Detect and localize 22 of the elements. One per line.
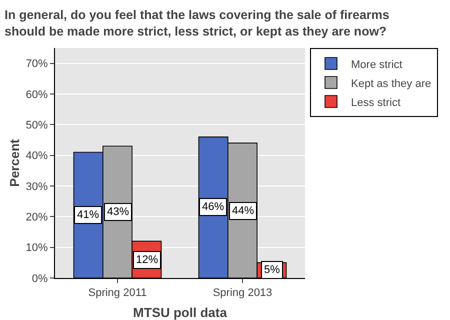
chart-title: In general, do you feel that the laws covering the sale of firearms should be made more strict, less strict, or kept as they are now? — [4, 8, 390, 38]
data-label: 5% — [264, 264, 280, 276]
y-tick-label: 60% — [26, 88, 48, 101]
x-axis-title: MTSU poll data — [133, 305, 228, 320]
data-label: 12% — [136, 254, 158, 266]
y-tick-label: 0% — [32, 272, 48, 285]
y-tick-label: 70% — [26, 58, 48, 70]
data-label: 46% — [202, 201, 224, 213]
legend-label: Kept as they are — [351, 78, 432, 90]
legend-label: More strict — [351, 58, 402, 71]
data-label: 41% — [77, 209, 100, 221]
x-tick-label: Spring 2011 — [88, 287, 147, 300]
y-axis-title: Percent — [7, 138, 22, 187]
y-tick-label: 10% — [26, 242, 48, 254]
data-label: 44% — [232, 205, 254, 217]
y-tick-label: 20% — [26, 212, 48, 224]
legend-label: Less strict — [351, 96, 401, 109]
x-tick-label: Spring 2013 — [212, 287, 272, 300]
data-label: 43% — [107, 206, 130, 218]
y-tick-label: 30% — [26, 180, 48, 193]
y-tick-label: 50% — [26, 120, 48, 132]
y-tick-label: 40% — [26, 150, 48, 162]
